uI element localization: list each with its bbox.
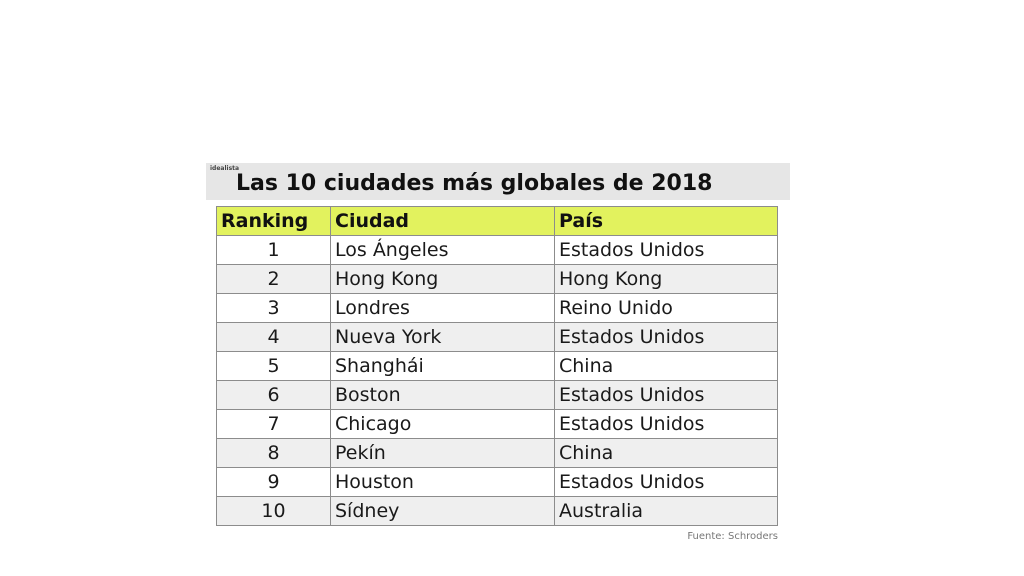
source-note: Fuente: Schroders xyxy=(687,531,778,542)
country-cell: Estados Unidos xyxy=(554,467,778,497)
table-row: 2 Hong Kong Hong Kong xyxy=(216,264,778,294)
city-cell: Los Ángeles xyxy=(330,235,555,265)
table-row: 10 Sídney Australia xyxy=(216,496,778,526)
city-cell: Nueva York xyxy=(330,322,555,352)
table-row: 8 Pekín China xyxy=(216,438,778,468)
table-row: 3 Londres Reino Unido xyxy=(216,293,778,323)
table-row: 1 Los Ángeles Estados Unidos xyxy=(216,235,778,265)
brand-logo: idealista xyxy=(210,165,240,172)
city-cell: Hong Kong xyxy=(330,264,555,294)
city-cell: Sídney xyxy=(330,496,555,526)
title-band: idealista Las 10 ciudades más globales d… xyxy=(206,163,790,200)
city-cell: Pekín xyxy=(330,438,555,468)
table-row: 9 Houston Estados Unidos xyxy=(216,467,778,497)
table-header-row: Ranking Ciudad País xyxy=(216,206,778,236)
rank-cell: 3 xyxy=(216,293,331,323)
country-cell: Estados Unidos xyxy=(554,235,778,265)
rank-cell: 2 xyxy=(216,264,331,294)
rank-cell: 5 xyxy=(216,351,331,381)
column-header-ciudad: Ciudad xyxy=(330,206,555,236)
country-cell: Estados Unidos xyxy=(554,409,778,439)
table-row: 7 Chicago Estados Unidos xyxy=(216,409,778,439)
table-row: 4 Nueva York Estados Unidos xyxy=(216,322,778,352)
rank-cell: 1 xyxy=(216,235,331,265)
ranking-figure: idealista Las 10 ciudades más globales d… xyxy=(206,163,790,547)
column-header-ranking: Ranking xyxy=(216,206,331,236)
rank-cell: 6 xyxy=(216,380,331,410)
country-cell: Estados Unidos xyxy=(554,322,778,352)
table-row: 5 Shanghái China xyxy=(216,351,778,381)
ranking-table: Ranking Ciudad País 1 Los Ángeles Estado… xyxy=(216,206,778,526)
city-cell: Boston xyxy=(330,380,555,410)
city-cell: Chicago xyxy=(330,409,555,439)
country-cell: Estados Unidos xyxy=(554,380,778,410)
column-header-pais: País xyxy=(554,206,778,236)
city-cell: Londres xyxy=(330,293,555,323)
country-cell: China xyxy=(554,351,778,381)
city-cell: Houston xyxy=(330,467,555,497)
country-cell: Reino Unido xyxy=(554,293,778,323)
rank-cell: 10 xyxy=(216,496,331,526)
rank-cell: 9 xyxy=(216,467,331,497)
figure-title: Las 10 ciudades más globales de 2018 xyxy=(236,171,713,196)
country-cell: China xyxy=(554,438,778,468)
city-cell: Shanghái xyxy=(330,351,555,381)
table-row: 6 Boston Estados Unidos xyxy=(216,380,778,410)
country-cell: Australia xyxy=(554,496,778,526)
rank-cell: 4 xyxy=(216,322,331,352)
rank-cell: 8 xyxy=(216,438,331,468)
country-cell: Hong Kong xyxy=(554,264,778,294)
rank-cell: 7 xyxy=(216,409,331,439)
